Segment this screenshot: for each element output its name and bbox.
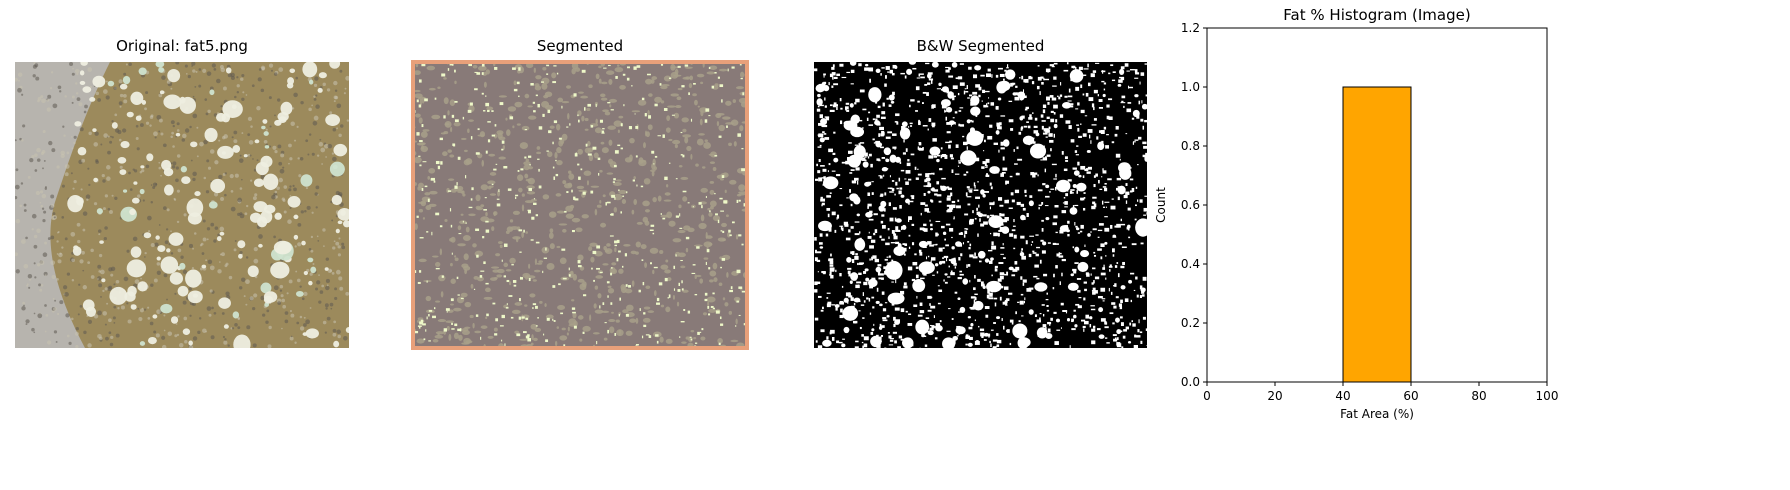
bw-segmented-image-title: B&W Segmented bbox=[916, 37, 1045, 55]
segmented-image-title: Segmented bbox=[536, 37, 624, 55]
original-image bbox=[15, 62, 349, 348]
chart-title: Fat % Histogram (Image) bbox=[1283, 6, 1470, 24]
bw-segmented-image bbox=[814, 62, 1147, 348]
x-tick-label: 60 bbox=[1403, 389, 1418, 403]
x-tick-label: 80 bbox=[1471, 389, 1486, 403]
y-tick-label: 0.4 bbox=[1181, 257, 1200, 271]
y-tick-label: 0.8 bbox=[1181, 139, 1200, 153]
histogram-bar-0 bbox=[1342, 86, 1412, 383]
x-axis-label: Fat Area (%) bbox=[1340, 407, 1414, 421]
y-tick-label: 1.0 bbox=[1181, 80, 1200, 94]
y-tick-label: 0.0 bbox=[1181, 375, 1200, 389]
x-tick-label: 40 bbox=[1335, 389, 1350, 403]
y-tick-label: 0.2 bbox=[1181, 316, 1200, 330]
y-axis-label: Count bbox=[1154, 187, 1168, 223]
segmented-image bbox=[411, 60, 749, 350]
x-tick-label: 20 bbox=[1267, 389, 1282, 403]
x-tick-label: 0 bbox=[1203, 389, 1211, 403]
original-image-title: Original: fat5.png bbox=[116, 37, 248, 55]
y-tick-label: 1.2 bbox=[1181, 21, 1200, 35]
y-tick-label: 0.6 bbox=[1181, 198, 1200, 212]
x-tick-label: 100 bbox=[1536, 389, 1559, 403]
